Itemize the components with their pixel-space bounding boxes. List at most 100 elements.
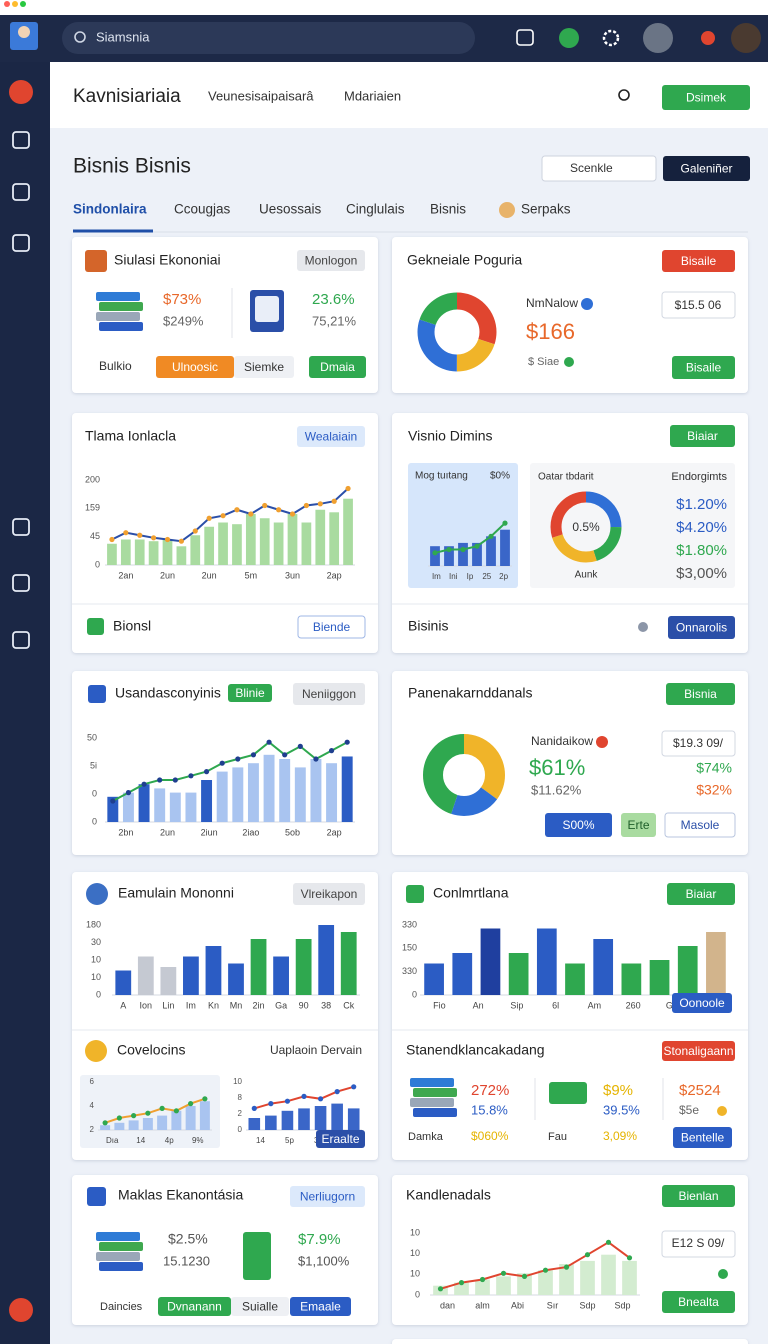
nav-icon[interactable]: [9, 80, 33, 104]
sidebar: [0, 62, 50, 1344]
button[interactable]: [672, 993, 732, 1013]
nav-icon[interactable]: [9, 1298, 33, 1322]
button[interactable]: [673, 1127, 732, 1148]
button-label[interactable]: Dsimek: [686, 91, 727, 105]
nav-link[interactable]: Mdariaien: [344, 88, 401, 103]
icon: [96, 1252, 140, 1261]
button-label[interactable]: S00%: [562, 818, 594, 832]
button[interactable]: [545, 813, 612, 837]
button-label[interactable]: Neniiggon: [302, 687, 356, 701]
icon-button[interactable]: [516, 29, 534, 46]
tab[interactable]: Uesossais: [259, 202, 322, 217]
button[interactable]: [228, 684, 272, 702]
search-box[interactable]: [62, 22, 475, 54]
nav-icon[interactable]: [12, 518, 30, 536]
bar: [148, 541, 159, 565]
nav-icon[interactable]: [12, 234, 30, 252]
button-label[interactable]: Erte: [627, 818, 649, 832]
button[interactable]: [316, 1130, 365, 1148]
button[interactable]: [231, 1297, 289, 1316]
nav-icon[interactable]: [12, 574, 30, 592]
tab[interactable]: Ccougjas: [174, 202, 231, 217]
tab[interactable]: Serpaks: [521, 202, 571, 217]
line-point: [159, 1105, 165, 1111]
icon-button[interactable]: [559, 28, 579, 48]
x-tick-label: 2in: [253, 1000, 265, 1010]
nav-icon[interactable]: [12, 183, 30, 201]
user-avatar[interactable]: [731, 23, 761, 53]
button-label[interactable]: Siemke: [244, 360, 284, 374]
y-tick-label: 180: [86, 919, 101, 929]
button-label[interactable]: Eraalte: [321, 1132, 359, 1146]
button[interactable]: [670, 425, 735, 447]
button-label[interactable]: Bnealta: [678, 1295, 719, 1309]
button[interactable]: [297, 615, 366, 639]
button-label[interactable]: Ulnoosic: [172, 360, 218, 374]
button[interactable]: [666, 683, 735, 705]
button-label[interactable]: Onnarolis: [676, 621, 727, 635]
button-label[interactable]: Biende: [313, 620, 351, 634]
bar: [281, 1110, 294, 1130]
button-label[interactable]: Bisaile: [681, 254, 717, 268]
button[interactable]: [668, 616, 735, 639]
button-label[interactable]: Dmaia: [320, 360, 355, 374]
button-label[interactable]: Bisnia: [684, 687, 717, 701]
button[interactable]: [662, 250, 735, 272]
button-label[interactable]: Biaiar: [687, 429, 718, 443]
button[interactable]: [664, 812, 736, 838]
button-label[interactable]: Monlogon: [305, 254, 358, 268]
search-text[interactable]: Siamsnia: [96, 29, 150, 44]
button[interactable]: [293, 683, 365, 705]
button[interactable]: [662, 1185, 735, 1207]
button[interactable]: [297, 250, 365, 271]
button-label[interactable]: Suialle: [242, 1300, 278, 1314]
button-label[interactable]: Galeniñer: [680, 162, 732, 176]
x-tick-label: Dıa: [106, 1136, 119, 1145]
button-label[interactable]: Stonaligaann: [663, 1044, 733, 1058]
button[interactable]: [156, 356, 234, 378]
button[interactable]: [667, 883, 735, 905]
select[interactable]: [541, 155, 657, 182]
user-avatar[interactable]: [643, 23, 673, 53]
button-label[interactable]: Blinie: [235, 686, 265, 700]
icon: [243, 1232, 271, 1280]
bar: [593, 939, 614, 995]
button[interactable]: [293, 883, 365, 905]
button-label[interactable]: Bienlan: [678, 1189, 718, 1203]
button[interactable]: [621, 813, 656, 837]
button-label[interactable]: Biaiar: [686, 887, 717, 901]
notification[interactable]: [701, 31, 715, 45]
nav-icon[interactable]: [12, 131, 30, 149]
bar: [114, 1122, 125, 1130]
user-icon[interactable]: [618, 89, 630, 101]
donut-segment: [417, 292, 497, 372]
button[interactable]: [662, 1291, 735, 1313]
tab[interactable]: Cinglulais: [346, 202, 405, 217]
button-label[interactable]: Oonoole: [679, 996, 725, 1010]
button[interactable]: [663, 156, 750, 181]
tab[interactable]: Bisnis: [430, 202, 466, 217]
icon-button[interactable]: [602, 29, 620, 47]
button-label[interactable]: Masole: [681, 818, 720, 832]
button-label[interactable]: Bisaile: [686, 361, 722, 375]
button[interactable]: [297, 426, 365, 447]
button-label[interactable]: Wealaiain: [305, 430, 357, 444]
nav-link[interactable]: Veunesisaipaisarâ: [208, 88, 314, 103]
button[interactable]: [309, 356, 366, 378]
tab[interactable]: Sindonlaira: [73, 202, 147, 217]
button[interactable]: [662, 85, 750, 110]
button-label[interactable]: Bentelle: [681, 1131, 725, 1145]
bar: [326, 763, 338, 822]
button[interactable]: [672, 356, 735, 379]
button[interactable]: [234, 356, 294, 378]
button-label[interactable]: Nerliugorn: [300, 1190, 355, 1204]
button-label[interactable]: Dvnanann: [167, 1300, 222, 1314]
select-text[interactable]: Scenkle: [570, 161, 613, 175]
nav-icon[interactable]: [12, 631, 30, 649]
button[interactable]: [290, 1297, 351, 1316]
button[interactable]: [158, 1297, 231, 1316]
button[interactable]: [290, 1186, 365, 1207]
button-label[interactable]: Vlreikapon: [301, 887, 358, 901]
button-label[interactable]: Emaale: [300, 1300, 341, 1314]
button[interactable]: [662, 1041, 735, 1061]
